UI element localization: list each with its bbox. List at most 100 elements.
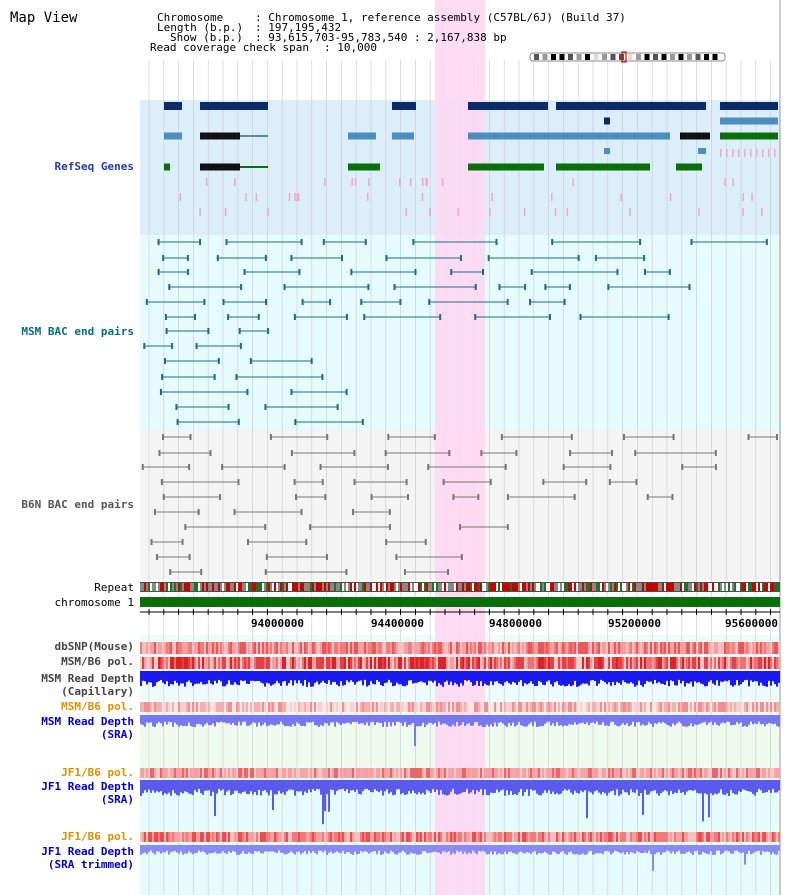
track-label-msm-depth-cap-1[interactable]: MSM Read Depth [41, 672, 134, 685]
depth-bar [328, 715, 330, 726]
heat-cell [452, 768, 454, 778]
heat-cell [232, 768, 234, 778]
depth-bar [496, 715, 498, 727]
heat-cell [400, 642, 402, 654]
heat-cell [166, 642, 168, 654]
repeat-element [490, 583, 492, 591]
repeat-element [732, 583, 734, 591]
gene-mark [457, 208, 459, 216]
heat-cell [590, 657, 592, 669]
heat-cell [546, 702, 548, 712]
track-label-repeat[interactable]: Repeat [94, 581, 134, 594]
heat-cell [460, 832, 462, 842]
depth-bar [340, 671, 342, 682]
heat-cell [776, 832, 778, 842]
depth-bar [154, 715, 156, 727]
gene-mark [491, 193, 493, 201]
repeat-element [644, 583, 646, 591]
heat-cell [242, 642, 244, 654]
heat-cell [140, 642, 142, 654]
heat-cell [544, 768, 546, 778]
depth-bar [244, 845, 246, 854]
track-label-refseq[interactable]: RefSeq Genes [54, 160, 134, 173]
depth-bar [416, 715, 418, 727]
track-label-jf1-depth-trim-1[interactable]: JF1 Read Depth [41, 845, 134, 858]
heat-cell [262, 642, 264, 654]
heat-cell [376, 832, 378, 842]
track-label-msm-depth-sra-1[interactable]: MSM Read Depth [41, 715, 134, 728]
track-label-chromosome[interactable]: chromosome 1 [54, 596, 134, 609]
depth-bar [508, 671, 510, 684]
heat-cell [294, 832, 296, 842]
depth-bar [660, 671, 662, 684]
bac-end-marker [690, 239, 693, 245]
depth-bar [380, 671, 382, 686]
heat-cell [188, 702, 190, 712]
heat-cell [208, 832, 210, 842]
heat-cell [384, 768, 386, 778]
ideogram-band [576, 54, 582, 60]
heat-cell [288, 768, 290, 778]
heat-cell [678, 657, 680, 669]
heat-cell [708, 768, 710, 778]
heat-cell [316, 702, 318, 712]
depth-bar [352, 671, 354, 682]
heat-cell [644, 642, 646, 654]
heat-cell [434, 657, 436, 669]
heat-cell [392, 832, 394, 842]
heat-cell [488, 642, 490, 654]
heat-cell [552, 642, 554, 654]
heat-cell [312, 642, 314, 654]
repeat-element [496, 583, 498, 591]
heat-cell [510, 657, 512, 669]
depth-bar [448, 780, 450, 795]
heat-cell [164, 642, 166, 654]
heat-cell [422, 702, 424, 712]
bac-end-marker [489, 479, 492, 485]
heat-cell [764, 642, 766, 654]
bac-end-marker [474, 314, 477, 320]
repeat-element [680, 583, 682, 591]
depth-bar [648, 671, 650, 682]
heat-cell [768, 702, 770, 712]
heat-cell [544, 702, 546, 712]
track-label-jf1-b6-pol-2[interactable]: JF1/B6 pol. [61, 830, 134, 843]
repeat-element [344, 583, 346, 591]
repeat-element [640, 583, 642, 591]
depth-bar [482, 715, 484, 727]
depth-bar [548, 845, 550, 855]
repeat-element [478, 583, 480, 591]
track-label-msm-b6-pol[interactable]: MSM/B6 pol. [61, 655, 134, 668]
repeat-element [468, 583, 470, 591]
track-label-jf1-depth-sra-1[interactable]: JF1 Read Depth [41, 780, 134, 793]
repeat-element [674, 583, 676, 591]
bac-end-marker [452, 494, 455, 500]
heat-cell [602, 702, 604, 712]
heat-cell [254, 657, 256, 669]
bac-end-marker [352, 509, 355, 515]
depth-bar [348, 845, 350, 853]
depth-bar [310, 715, 312, 723]
repeat-element [206, 583, 208, 591]
depth-bar [776, 780, 778, 793]
heat-cell [556, 832, 558, 842]
heat-cell [532, 832, 534, 842]
depth-bar [574, 671, 576, 681]
heat-cell [590, 702, 592, 712]
track-label-dbsnp[interactable]: dbSNP(Mouse) [54, 640, 134, 653]
heat-cell [762, 702, 764, 712]
heat-cell [302, 702, 304, 712]
repeat-element [700, 583, 702, 591]
heat-cell [512, 642, 514, 654]
track-label-jf1-b6-pol[interactable]: JF1/B6 pol. [61, 766, 134, 779]
repeat-element [286, 583, 288, 591]
track-label-msm-bac[interactable]: MSM BAC end pairs [21, 325, 134, 338]
depth-bar [224, 845, 226, 854]
heat-cell [370, 702, 372, 712]
heat-cell [390, 702, 392, 712]
repeat-element [456, 583, 458, 591]
heat-cell [368, 832, 370, 842]
track-label-msm-b6-pol-2[interactable]: MSM/B6 pol. [61, 700, 134, 713]
track-label-b6n-bac[interactable]: B6N BAC end pairs [21, 498, 134, 511]
